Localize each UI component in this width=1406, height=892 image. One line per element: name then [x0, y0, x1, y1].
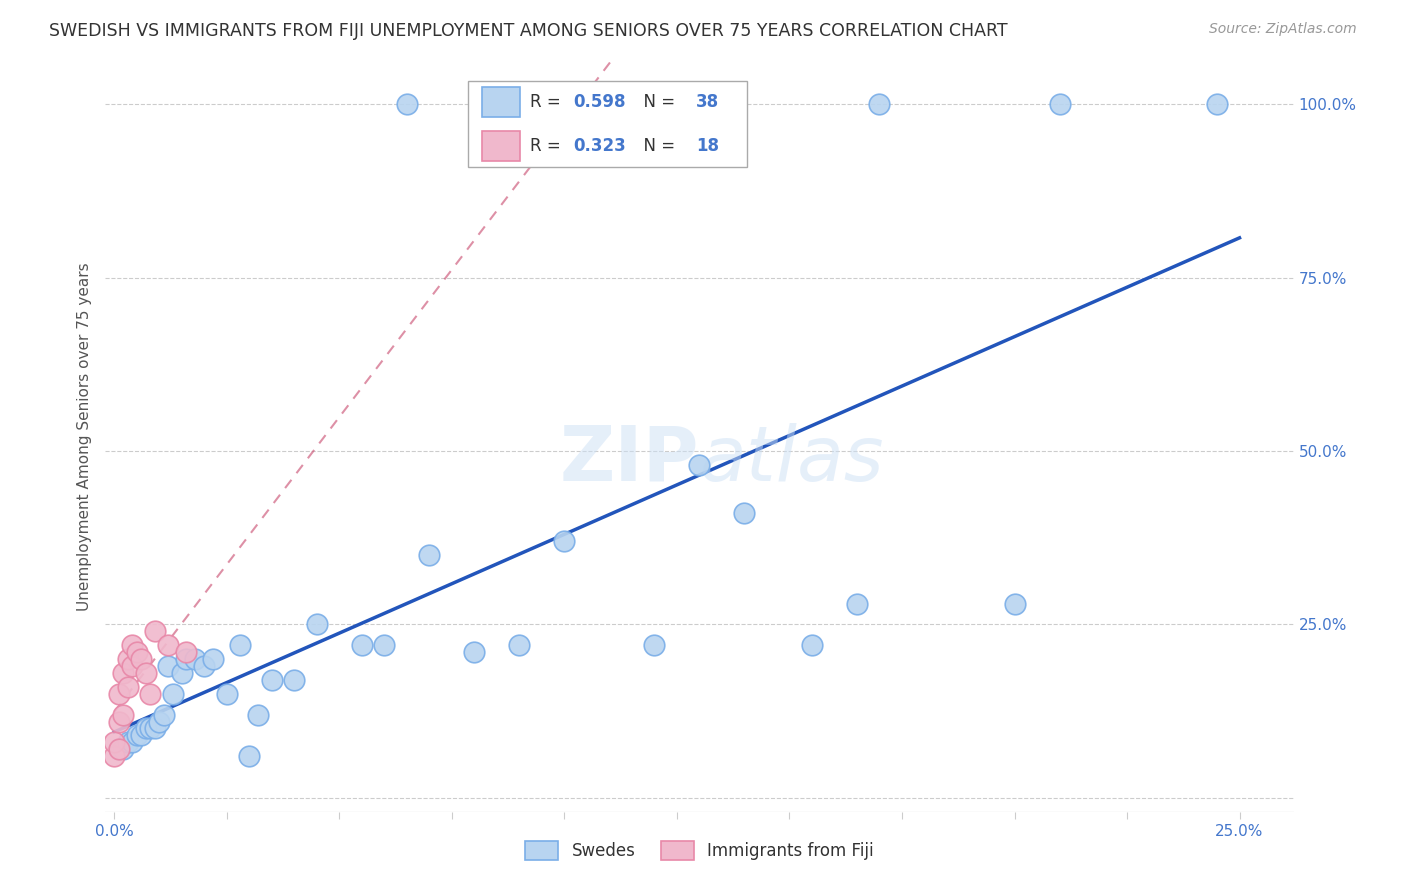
Point: [688, 458, 710, 472]
Point: [117, 680, 139, 694]
Point: [135, 722, 157, 736]
Point: [121, 659, 143, 673]
Point: [148, 714, 170, 729]
Point: [143, 722, 166, 736]
Point: [418, 548, 440, 562]
Legend: Swedes, Immigrants from Fiji: Swedes, Immigrants from Fiji: [519, 835, 880, 867]
Point: [153, 707, 176, 722]
Point: [117, 735, 139, 749]
Text: N =: N =: [633, 93, 681, 112]
Point: [846, 597, 869, 611]
Text: Source: ZipAtlas.com: Source: ZipAtlas.com: [1209, 22, 1357, 37]
Point: [112, 742, 135, 756]
Point: [508, 638, 530, 652]
Point: [125, 645, 148, 659]
Text: 38: 38: [696, 93, 718, 112]
Point: [121, 735, 143, 749]
Point: [135, 665, 157, 680]
Point: [1206, 97, 1229, 112]
Point: [117, 652, 139, 666]
Text: N =: N =: [633, 136, 681, 154]
Text: SWEDISH VS IMMIGRANTS FROM FIJI UNEMPLOYMENT AMONG SENIORS OVER 75 YEARS CORRELA: SWEDISH VS IMMIGRANTS FROM FIJI UNEMPLOY…: [49, 22, 1008, 40]
Text: R =: R =: [530, 136, 565, 154]
Point: [103, 735, 125, 749]
Text: R =: R =: [530, 93, 565, 112]
Point: [801, 638, 824, 652]
Point: [162, 687, 184, 701]
Point: [1004, 597, 1026, 611]
Point: [643, 638, 665, 652]
Text: 0.323: 0.323: [574, 136, 626, 154]
Point: [184, 652, 207, 666]
Text: ZIP: ZIP: [560, 423, 700, 497]
Point: [108, 714, 131, 729]
Point: [395, 97, 418, 112]
Point: [202, 652, 225, 666]
Point: [176, 652, 198, 666]
Point: [157, 659, 180, 673]
Text: 18: 18: [696, 136, 718, 154]
Point: [176, 645, 198, 659]
Point: [121, 638, 143, 652]
Point: [112, 665, 135, 680]
Point: [238, 749, 260, 764]
Point: [305, 617, 328, 632]
Point: [373, 638, 395, 652]
Point: [229, 638, 252, 652]
Point: [260, 673, 283, 687]
Point: [463, 645, 485, 659]
Point: [350, 638, 373, 652]
Point: [131, 652, 153, 666]
Text: atlas: atlas: [700, 423, 884, 497]
Point: [112, 707, 135, 722]
Text: 0.598: 0.598: [574, 93, 626, 112]
Point: [283, 673, 305, 687]
Point: [170, 665, 193, 680]
Point: [247, 707, 270, 722]
Point: [131, 728, 153, 742]
Point: [193, 659, 215, 673]
Point: [108, 687, 131, 701]
Point: [139, 687, 162, 701]
Point: [734, 507, 756, 521]
Point: [108, 742, 131, 756]
Point: [125, 728, 148, 742]
Y-axis label: Unemployment Among Seniors over 75 years: Unemployment Among Seniors over 75 years: [76, 263, 91, 611]
Point: [1049, 97, 1071, 112]
FancyBboxPatch shape: [468, 81, 747, 168]
Point: [143, 624, 166, 639]
Point: [157, 638, 180, 652]
Point: [103, 749, 125, 764]
Point: [139, 722, 162, 736]
FancyBboxPatch shape: [482, 87, 520, 117]
FancyBboxPatch shape: [482, 130, 520, 161]
Point: [869, 97, 891, 112]
Point: [215, 687, 238, 701]
Point: [108, 742, 131, 756]
Point: [553, 534, 575, 549]
